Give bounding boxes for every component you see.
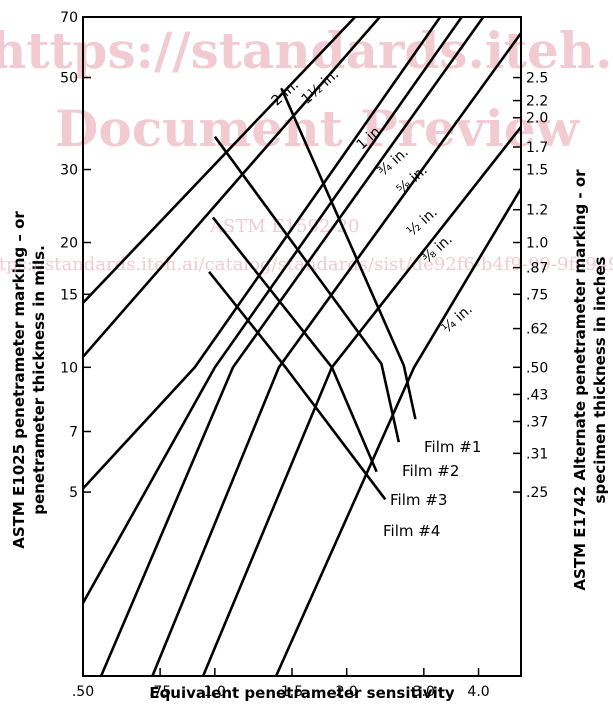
watermark: https://standards.iteh.ai Document Previ… [0, 21, 613, 275]
series-line-film-2 [213, 135, 401, 443]
y2-tick-label: 1.2 [526, 203, 548, 219]
y2-tick-label: .43 [526, 387, 548, 403]
series-line-3-8-in [201, 126, 521, 676]
x-tick-label: .75 [149, 684, 171, 700]
y2-tick-label: 1.7 [526, 140, 548, 156]
y2-tick-label: .87 [526, 261, 548, 277]
series-line-3-4-in [83, 17, 463, 604]
series-line-2-in [83, 17, 357, 304]
y-axis-title-line-2: penetrameter thickness in mils. [30, 245, 48, 515]
y2-tick-label: 1.5 [526, 163, 548, 179]
series-line-1-1-2-in [83, 17, 381, 358]
series-line-1-4-in [274, 187, 521, 676]
y-tick-label: 30 [60, 163, 78, 179]
film-label: Film #3 [390, 491, 447, 509]
series-group [83, 17, 521, 676]
watermark-line-3: ASTM E1592-20 [209, 216, 359, 237]
x-tick-label: 2.0 [336, 684, 358, 700]
x-tick-label: 4.0 [467, 684, 489, 700]
y2-tick-label: .37 [526, 415, 548, 431]
y-tick-label: 20 [60, 236, 78, 252]
x-axis-title: Equivalent penetrameter sensitivity [149, 684, 455, 702]
x-tick-label: .50 [72, 684, 94, 700]
y2-tick-label: 2.0 [526, 111, 548, 127]
y-tick-label: 10 [60, 360, 78, 376]
y2-axis-title-line-2: specimen thickness in inches [591, 256, 609, 503]
x-tick-label: 1.5 [281, 684, 303, 700]
watermark-line-1: https://standards.iteh.ai [0, 21, 613, 80]
curve-label: ⅝ in. [394, 162, 431, 197]
y2-tick-label: .75 [526, 287, 548, 303]
y2-tick-label: .31 [526, 446, 548, 462]
series-line-film-3 [211, 216, 378, 473]
series-line-5-8-in [99, 17, 485, 676]
plot-area [82, 16, 522, 677]
series-line-film-4 [208, 270, 387, 501]
series-line-1-2-in [151, 32, 521, 676]
y2-axis-title-line-1: ASTM E1742 Alternate penetrameter markin… [571, 169, 589, 591]
y2-tick-label: .25 [526, 485, 548, 501]
series-line-1-in [83, 17, 442, 490]
y-tick-label: 7 [69, 425, 78, 441]
y2-tick-label: 1.0 [526, 236, 548, 252]
watermark-line-2: Document Preview [55, 99, 581, 158]
y2-tick-label: 2.2 [526, 94, 548, 110]
plot-frame [82, 16, 522, 677]
y-tick-label: 15 [60, 287, 78, 303]
y-tick-label: 70 [60, 10, 78, 26]
y-tick-label: 50 [60, 71, 78, 87]
film-label: Film #4 [383, 522, 440, 540]
film-label: Film #1 [424, 438, 481, 456]
y-axis-title-line-1: ASTM E1025 penetrameter marking – or [10, 211, 28, 549]
x-tick-label: 1.0 [204, 684, 226, 700]
y-tick-label: 5 [69, 485, 78, 501]
y2-tick-label: 2.5 [526, 71, 548, 87]
series-line-film-1 [280, 88, 417, 420]
y2-tick-label: .62 [526, 322, 548, 338]
y2-tick-label: .50 [526, 360, 548, 376]
curve-label: ¼ in. [439, 301, 476, 336]
film-label: Film #2 [402, 462, 459, 480]
axes: .50 .75 1.0 1.5 2.0 3.0 4.0 5 7 10 15 20 30 50 70 .25 .3… [60, 10, 548, 700]
x-tick-label: 3.0 [413, 684, 435, 700]
